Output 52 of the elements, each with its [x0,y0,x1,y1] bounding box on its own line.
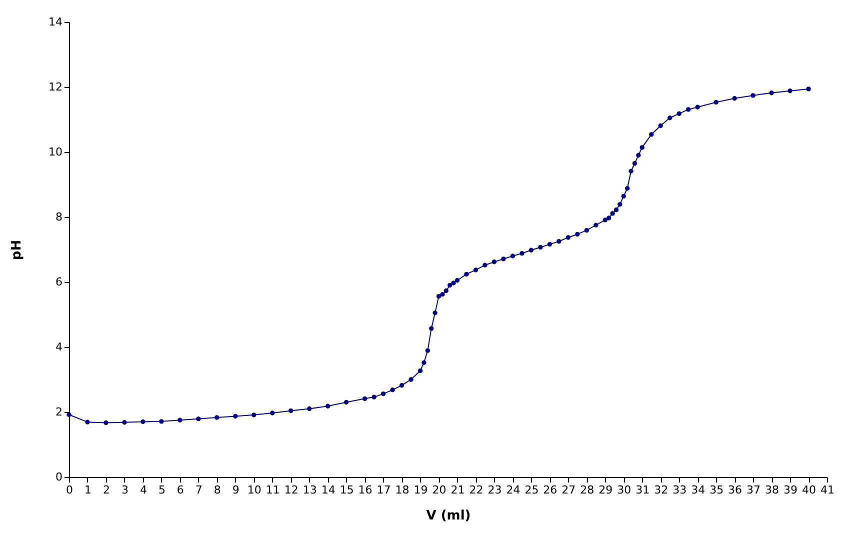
x-tick-label: 34 [691,484,706,496]
y-axis-title: pH [10,240,25,260]
x-tick-label: 5 [158,484,166,496]
x-tick-label: 0 [66,484,73,496]
x-tick-label: 25 [524,484,539,496]
x-tick-label: 7 [195,484,202,496]
x-tick-label: 20 [432,484,446,496]
y-tick-label: 0 [56,470,62,484]
x-tick-label: 15 [340,484,354,496]
y-tick-label: 14 [48,16,62,28]
x-tick-label: 31 [636,484,650,496]
x-tick-label: 22 [469,484,484,496]
x-tick-label: 8 [214,484,221,496]
x-tick-label: 4 [140,484,147,496]
x-tick-label: 41 [820,484,834,496]
y-tick-label: 10 [48,146,62,158]
x-tick-label: 32 [654,484,668,496]
x-tick-label: 35 [710,484,724,496]
y-tick-label: 8 [56,210,62,224]
y-tick-label: 4 [56,340,62,354]
x-tick-label: 13 [302,484,317,496]
x-tick-label: 1 [84,484,92,496]
x-tick-label: 12 [284,484,298,496]
x-tick-label: 6 [176,484,184,496]
x-axis-title: V (ml) [426,508,471,524]
x-tick-label: 9 [232,484,240,496]
x-tick-label: 23 [488,484,502,496]
x-tick-label: 11 [266,484,280,496]
x-tick-label: 19 [414,484,428,496]
x-tick-label: 10 [247,484,262,496]
x-tick-label: 2 [102,484,110,496]
x-tick-label: 28 [580,484,594,496]
x-tick-label: 27 [562,484,576,496]
x-tick-label: 33 [672,484,687,496]
x-tick-label: 26 [543,484,558,496]
y-tick-label: 2 [56,406,62,418]
x-tick-label: 21 [450,484,465,496]
x-tick-label: 38 [765,484,780,496]
x-tick-label: 17 [376,484,391,496]
x-tick-label: 29 [598,484,613,496]
x-tick-label: 40 [802,484,816,496]
x-tick-label: 37 [746,484,761,496]
x-tick-label: 3 [121,484,128,496]
x-tick-label: 14 [321,484,336,496]
x-tick-label: 30 [617,484,632,496]
y-tick-label: 12 [48,80,62,94]
y-tick-label: 6 [56,276,62,288]
x-tick-label: 18 [395,484,410,496]
x-tick-label: 39 [784,484,798,496]
x-tick-label: 36 [728,484,742,496]
x-tick-label: 24 [506,484,520,496]
x-tick-label: 16 [358,484,372,496]
